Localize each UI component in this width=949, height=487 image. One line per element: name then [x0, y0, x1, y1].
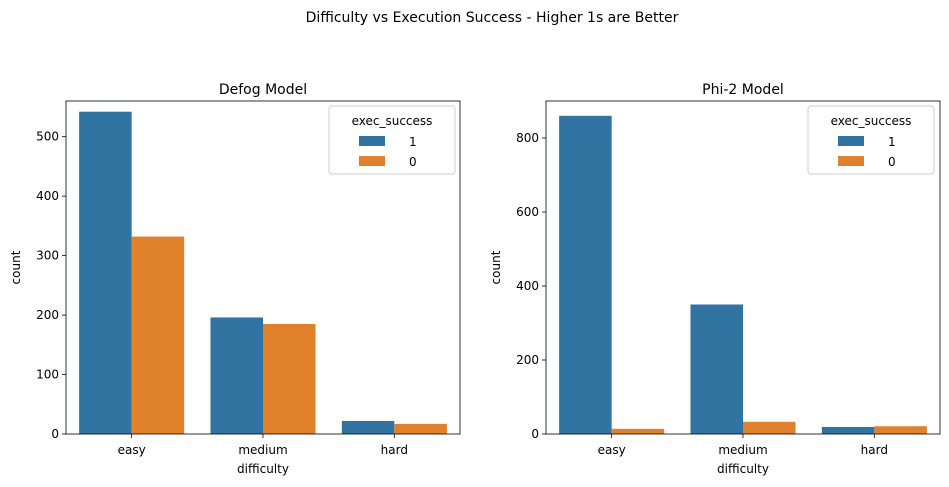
legend-label-1: 1 [888, 135, 896, 149]
bar-hard-1 [821, 426, 875, 434]
legend-swatch-1 [838, 136, 864, 146]
y-tick-label: 300 [36, 249, 59, 263]
legend-label-0: 0 [888, 155, 896, 169]
y-tick-label: 400 [36, 189, 59, 203]
y-tick-label: 200 [516, 353, 539, 367]
legend-title: exec_success [352, 114, 433, 128]
bar-hard-0 [874, 426, 927, 434]
y-axis-label: count [9, 250, 23, 284]
chart-1: 0 200 400 600 800 easy medium hard difficulty cou… [489, 82, 941, 476]
y-tick-label: 800 [516, 131, 539, 145]
chart-title: Phi-2 Model [702, 82, 784, 98]
bar-hard-1 [341, 420, 395, 434]
legend-label-0: 0 [409, 155, 417, 169]
y-tick-label: 200 [36, 308, 59, 322]
legend: exec_success 1 0 [328, 105, 456, 175]
x-tick-label: hard [861, 443, 888, 457]
legend-swatch-1 [359, 136, 385, 146]
y-axis-label: count [489, 250, 503, 284]
y-tick-label: 0 [51, 427, 59, 441]
bar-easy-1 [79, 111, 132, 434]
legend: exec_success 1 0 [807, 105, 935, 175]
x-axis-label: difficulty [717, 462, 769, 476]
chart-0: 0 100 200 300 400 500 easy medium hard difficulty… [9, 82, 461, 476]
x-tick-label: medium [238, 443, 287, 457]
bar-medium-0 [743, 421, 796, 434]
bar-medium-0 [263, 323, 316, 434]
y-tick-label: 100 [36, 368, 59, 382]
figure-suptitle: Difficulty vs Execution Success - Higher… [306, 10, 679, 26]
y-tick-label: 500 [36, 130, 59, 144]
x-axis-label: difficulty [237, 462, 289, 476]
legend-swatch-0 [359, 156, 385, 166]
legend-label-1: 1 [409, 135, 417, 149]
x-tick-label: hard [381, 443, 408, 457]
bar-medium-1 [690, 304, 743, 434]
y-tick-label: 0 [531, 427, 539, 441]
legend-swatch-0 [838, 156, 864, 166]
x-tick-label: easy [118, 443, 146, 457]
bar-hard-0 [394, 423, 447, 434]
legend-title: exec_success [831, 114, 912, 128]
y-tick-label: 600 [516, 205, 539, 219]
x-tick-label: easy [598, 443, 626, 457]
chart-title: Defog Model [219, 82, 307, 98]
bar-easy-1 [559, 115, 612, 435]
x-tick-label: medium [718, 443, 767, 457]
bar-medium-1 [210, 317, 263, 434]
bar-easy-0 [611, 428, 665, 434]
bar-easy-0 [131, 236, 185, 434]
y-tick-label: 400 [516, 279, 539, 293]
